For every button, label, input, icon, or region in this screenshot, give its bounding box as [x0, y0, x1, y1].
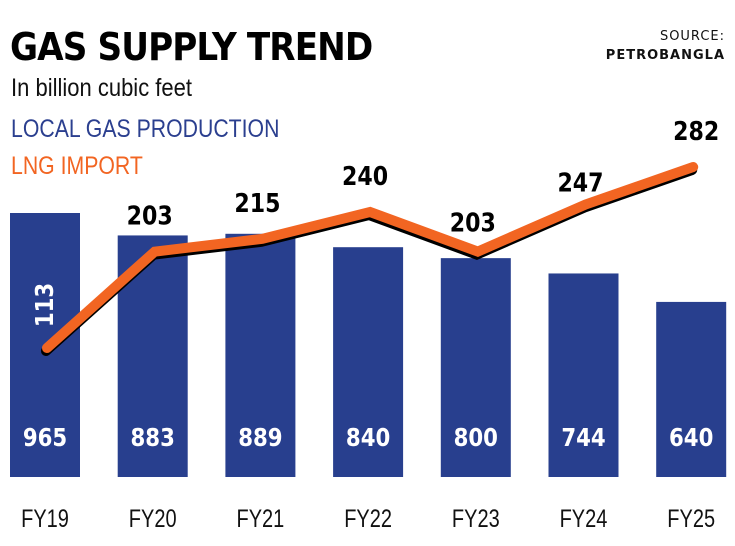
lng-value-label: 203 — [450, 208, 496, 238]
bar-value-label: 840 — [346, 423, 390, 452]
bar-labels-group: 965 883 889 840 800 744 640 — [23, 423, 714, 452]
x-tick-label: FY24 — [560, 505, 608, 533]
lng-value-label: 240 — [342, 161, 388, 191]
bar-fy25 — [656, 301, 727, 477]
x-tick-label: FY20 — [129, 505, 177, 533]
bar-value-label: 640 — [669, 423, 713, 452]
x-tick-label: FY21 — [237, 505, 285, 533]
lng-value-label: 113 — [30, 283, 59, 327]
bar-value-label: 965 — [23, 423, 67, 452]
x-tick-label: FY22 — [344, 505, 392, 533]
lng-line-group — [41, 162, 699, 356]
x-tick-label: FY19 — [21, 505, 69, 533]
lng-value-label: 215 — [234, 188, 280, 218]
bar-value-label: 800 — [454, 423, 498, 452]
chart-title: GAS SUPPLY TREND — [10, 25, 373, 69]
x-tick-label: FY25 — [667, 505, 715, 533]
bar-fy24 — [548, 273, 619, 477]
source-name: PETROBANGLA — [605, 48, 725, 63]
bar-value-label: 744 — [561, 423, 605, 452]
lng-value-label: 203 — [127, 201, 173, 231]
bar-fy21 — [225, 233, 296, 477]
legend-local-gas-production: LOCAL GAS PRODUCTION — [11, 115, 280, 143]
x-axis-labels: FY19 FY20 FY21 FY22 FY23 FY24 FY25 — [21, 505, 715, 533]
chart-subtitle: In billion cubic feet — [11, 74, 193, 102]
bar-fy23 — [440, 258, 511, 477]
bar-fy22 — [333, 247, 404, 477]
source-label: SOURCE: — [659, 29, 725, 44]
bar-value-label: 889 — [238, 423, 282, 452]
legend-lng-import: LNG IMPORT — [11, 152, 143, 180]
bar-value-label: 883 — [131, 423, 175, 452]
lng-labels-group: 113 203 215 240 203 247 282 — [30, 116, 719, 327]
lng-value-label: 282 — [673, 116, 719, 146]
lng-value-label: 247 — [557, 168, 603, 198]
x-tick-label: FY23 — [452, 505, 500, 533]
bars-group — [10, 213, 727, 477]
